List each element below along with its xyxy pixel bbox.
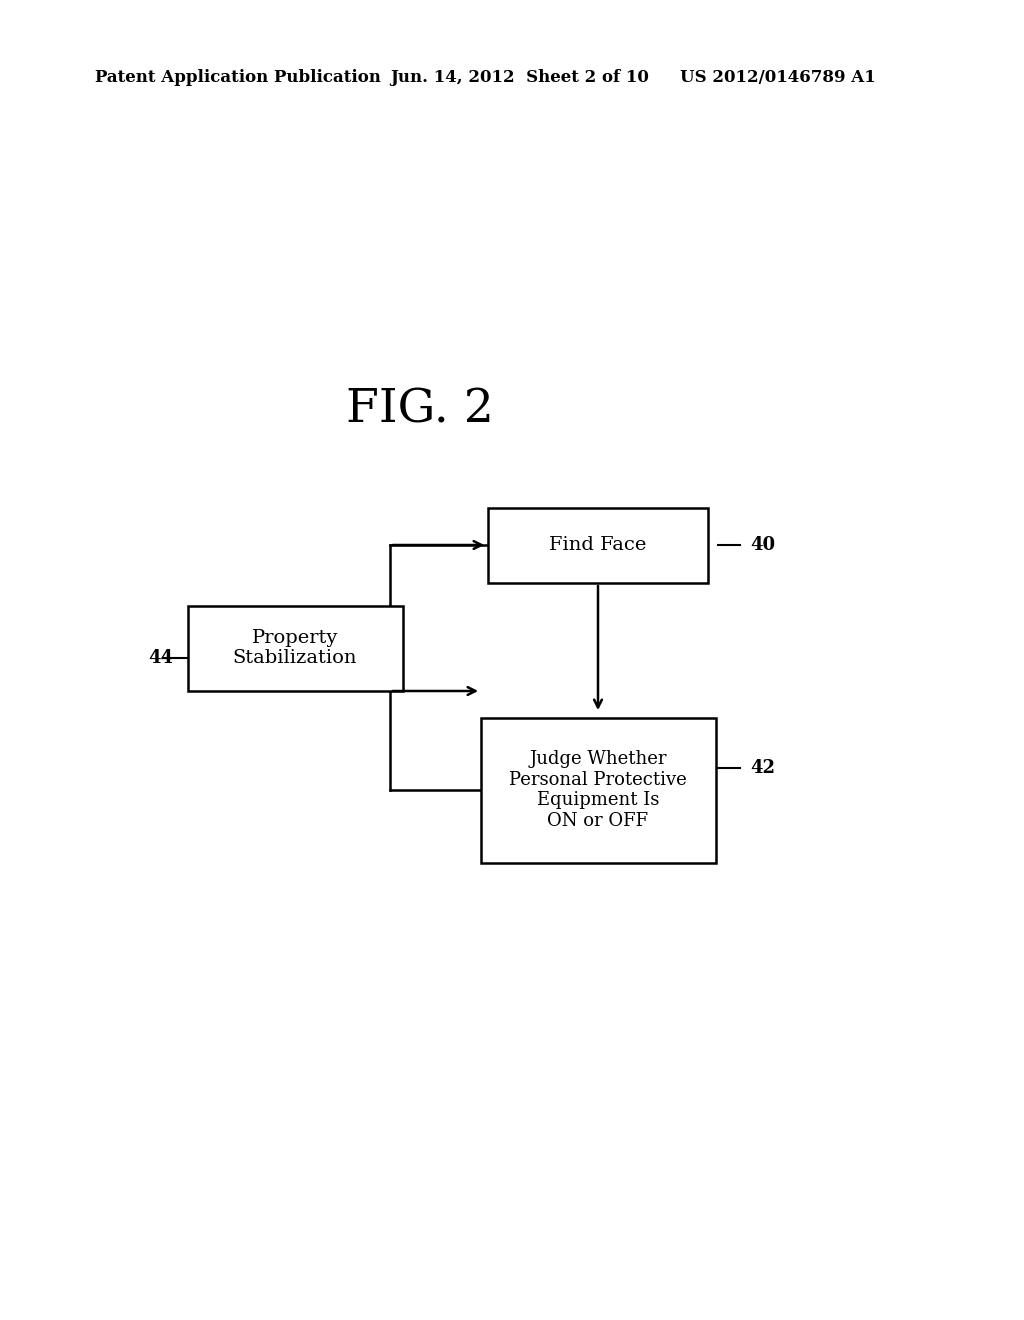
Text: Find Face: Find Face — [549, 536, 647, 554]
Text: Property
Stabilization: Property Stabilization — [232, 628, 357, 668]
Text: Jun. 14, 2012  Sheet 2 of 10: Jun. 14, 2012 Sheet 2 of 10 — [390, 70, 649, 87]
Text: Judge Whether
Personal Protective
Equipment Is
ON or OFF: Judge Whether Personal Protective Equipm… — [509, 750, 687, 830]
Text: 42: 42 — [750, 759, 775, 777]
Text: US 2012/0146789 A1: US 2012/0146789 A1 — [680, 70, 876, 87]
Text: 40: 40 — [750, 536, 775, 554]
Bar — [480, 718, 716, 862]
Text: Patent Application Publication: Patent Application Publication — [95, 70, 381, 87]
Bar — [488, 507, 708, 582]
Text: 44: 44 — [148, 649, 173, 667]
Text: FIG. 2: FIG. 2 — [346, 387, 494, 433]
Bar — [187, 606, 402, 690]
